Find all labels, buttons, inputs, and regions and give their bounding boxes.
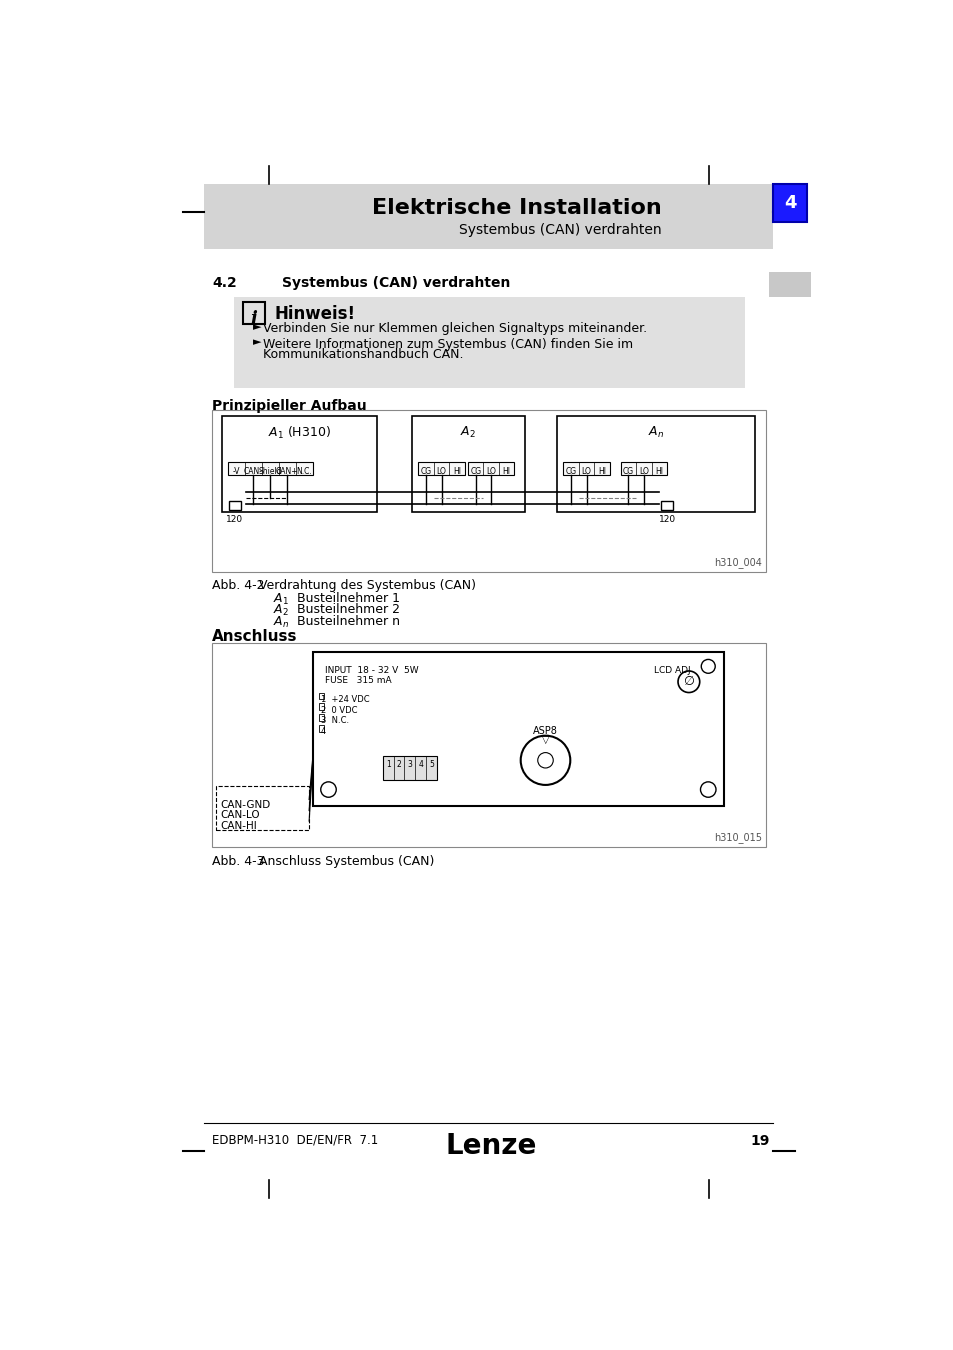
Bar bbox=[204, 184, 773, 248]
Text: LO: LO bbox=[486, 467, 496, 477]
Text: Hinweis!: Hinweis! bbox=[274, 305, 355, 323]
Bar bbox=[319, 703, 323, 710]
Text: INPUT  18 - 32 V  5W: INPUT 18 - 32 V 5W bbox=[324, 667, 417, 675]
Text: Busteilnehmer 2: Busteilnehmer 2 bbox=[297, 603, 400, 616]
Text: 2  0 VDC: 2 0 VDC bbox=[320, 706, 356, 714]
Bar bbox=[468, 462, 514, 475]
Text: Abb. 4-2: Abb. 4-2 bbox=[212, 579, 265, 593]
Text: 120: 120 bbox=[226, 514, 243, 524]
Text: h310_015: h310_015 bbox=[713, 833, 760, 844]
Text: HI: HI bbox=[502, 467, 510, 477]
Text: ∅: ∅ bbox=[682, 675, 694, 688]
Text: CAN-GND: CAN-GND bbox=[220, 799, 270, 810]
Bar bbox=[212, 410, 765, 571]
Text: Shield: Shield bbox=[258, 467, 282, 477]
Bar bbox=[773, 184, 806, 221]
Text: LCD ADJ: LCD ADJ bbox=[654, 667, 690, 675]
Text: CG: CG bbox=[420, 467, 432, 477]
Text: ASP8: ASP8 bbox=[533, 726, 558, 736]
Text: -V: -V bbox=[233, 467, 240, 477]
Text: $A_1$ (H310): $A_1$ (H310) bbox=[267, 425, 331, 441]
Text: HI: HI bbox=[598, 467, 605, 477]
Text: CG: CG bbox=[470, 467, 481, 477]
Text: CAN-HI: CAN-HI bbox=[220, 821, 256, 832]
Text: $A_2$: $A_2$ bbox=[273, 603, 288, 618]
Text: 19: 19 bbox=[750, 1134, 769, 1148]
Text: $A_1$: $A_1$ bbox=[273, 591, 289, 606]
Text: CAN+: CAN+ bbox=[275, 467, 298, 477]
Text: $A_n$: $A_n$ bbox=[647, 425, 663, 440]
Bar bbox=[243, 302, 265, 324]
Text: i: i bbox=[251, 310, 257, 328]
Text: 3: 3 bbox=[407, 760, 412, 768]
Text: Lenze: Lenze bbox=[445, 1133, 537, 1160]
Text: 5: 5 bbox=[429, 760, 434, 768]
Text: 1  +24 VDC: 1 +24 VDC bbox=[320, 695, 369, 703]
Bar bbox=[319, 725, 323, 732]
Bar bbox=[221, 416, 376, 513]
Text: Abb. 4-3: Abb. 4-3 bbox=[212, 855, 265, 868]
Bar bbox=[216, 786, 309, 830]
Text: h310_004: h310_004 bbox=[713, 558, 760, 568]
Bar bbox=[418, 462, 464, 475]
Text: 3  N.C.: 3 N.C. bbox=[320, 717, 349, 725]
Text: LO: LO bbox=[436, 467, 446, 477]
Text: N.C.: N.C. bbox=[296, 467, 312, 477]
Bar bbox=[233, 297, 744, 387]
Bar bbox=[212, 643, 765, 848]
Bar bbox=[660, 501, 673, 510]
Text: Busteilnehmer n: Busteilnehmer n bbox=[297, 614, 400, 628]
Text: LO: LO bbox=[581, 467, 591, 477]
Text: 4: 4 bbox=[417, 760, 423, 768]
Text: Verbinden Sie nur Klemmen gleichen Signaltyps miteinander.: Verbinden Sie nur Klemmen gleichen Signa… bbox=[262, 323, 646, 335]
Text: 4.2: 4.2 bbox=[212, 275, 236, 290]
Bar bbox=[228, 462, 313, 475]
Text: Kommunikationshandbuch CAN.: Kommunikationshandbuch CAN. bbox=[262, 348, 462, 362]
Bar bbox=[319, 693, 323, 699]
Text: 120: 120 bbox=[658, 514, 675, 524]
Bar bbox=[229, 501, 241, 510]
Text: CG: CG bbox=[565, 467, 576, 477]
Text: $A_2$: $A_2$ bbox=[460, 425, 476, 440]
Bar bbox=[412, 416, 524, 513]
Text: 2: 2 bbox=[396, 760, 401, 768]
Text: Prinzipieller Aufbau: Prinzipieller Aufbau bbox=[212, 400, 367, 413]
Text: CG: CG bbox=[622, 467, 634, 477]
Text: ►: ► bbox=[253, 338, 261, 347]
Bar bbox=[557, 416, 754, 513]
Text: Anschluss Systembus (CAN): Anschluss Systembus (CAN) bbox=[258, 855, 434, 868]
Text: 1: 1 bbox=[385, 760, 390, 768]
Text: Systembus (CAN) verdrahten: Systembus (CAN) verdrahten bbox=[458, 223, 661, 236]
Text: Elektrische Installation: Elektrische Installation bbox=[372, 198, 661, 219]
Text: $A_n$: $A_n$ bbox=[273, 614, 289, 630]
Text: ►: ► bbox=[253, 323, 261, 332]
Text: 4: 4 bbox=[783, 194, 796, 212]
Text: HI: HI bbox=[453, 467, 460, 477]
Text: Anschluss: Anschluss bbox=[212, 629, 297, 644]
Text: LO: LO bbox=[639, 467, 648, 477]
Text: 4: 4 bbox=[320, 728, 326, 736]
Bar bbox=[382, 756, 436, 779]
Text: ▽: ▽ bbox=[541, 734, 549, 745]
Text: CAN-LO: CAN-LO bbox=[220, 810, 259, 821]
Text: CAN-: CAN- bbox=[244, 467, 262, 477]
Bar bbox=[562, 462, 609, 475]
Text: FUSE   315 mA: FUSE 315 mA bbox=[324, 675, 391, 684]
Text: Verdrahtung des Systembus (CAN): Verdrahtung des Systembus (CAN) bbox=[258, 579, 476, 593]
Bar bbox=[319, 714, 323, 721]
Text: EDBPM-H310  DE/EN/FR  7.1: EDBPM-H310 DE/EN/FR 7.1 bbox=[212, 1134, 378, 1146]
Text: HI: HI bbox=[655, 467, 662, 477]
Text: Systembus (CAN) verdrahten: Systembus (CAN) verdrahten bbox=[282, 275, 510, 290]
Text: Weitere Informationen zum Systembus (CAN) finden Sie im: Weitere Informationen zum Systembus (CAN… bbox=[262, 338, 632, 351]
Bar bbox=[620, 462, 666, 475]
Bar bbox=[768, 273, 810, 297]
Bar bbox=[313, 652, 723, 806]
Text: Busteilnehmer 1: Busteilnehmer 1 bbox=[297, 591, 400, 605]
